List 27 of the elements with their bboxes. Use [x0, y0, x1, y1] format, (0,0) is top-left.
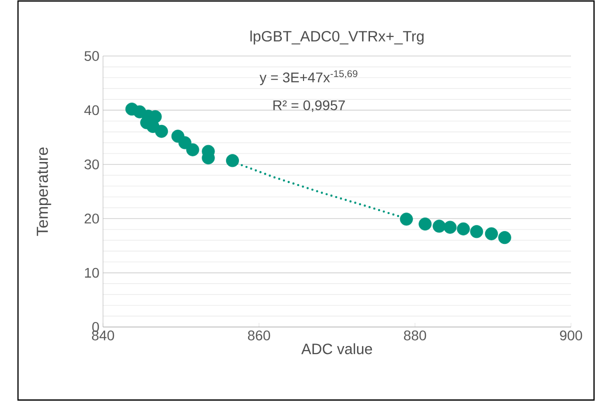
point [418, 218, 432, 231]
point [456, 222, 470, 236]
x-tick-label: 900 [560, 330, 582, 340]
point [498, 231, 512, 244]
chart-title: lpGBT_ADC0_VTRx+_Trg [250, 30, 424, 44]
point [155, 124, 168, 138]
x-axis-title: ADC value [301, 343, 372, 354]
y-tick-label: 20 [84, 214, 99, 224]
point [400, 212, 413, 226]
x-tick-label: 840 [92, 330, 114, 340]
point [484, 227, 498, 240]
point [470, 225, 484, 238]
annotation: R² = 0,9957 [273, 100, 345, 112]
point [226, 154, 239, 168]
point [444, 220, 457, 234]
annotation: y = 3E+47x$^{-15,69}$ [260, 70, 358, 86]
y-tick-label: 10 [85, 268, 99, 278]
y-axis-title: Temperature [36, 147, 52, 236]
y-tick-label: 50 [84, 51, 99, 61]
y-tick-label: 40 [84, 105, 99, 116]
point [178, 136, 192, 150]
y-tick-label: 30 [84, 159, 99, 170]
point [432, 220, 446, 233]
point [186, 143, 200, 156]
x-tick-label: 880 [404, 330, 426, 340]
x-tick-label: 860 [248, 330, 270, 340]
y-tick-label: 0 [92, 322, 99, 332]
